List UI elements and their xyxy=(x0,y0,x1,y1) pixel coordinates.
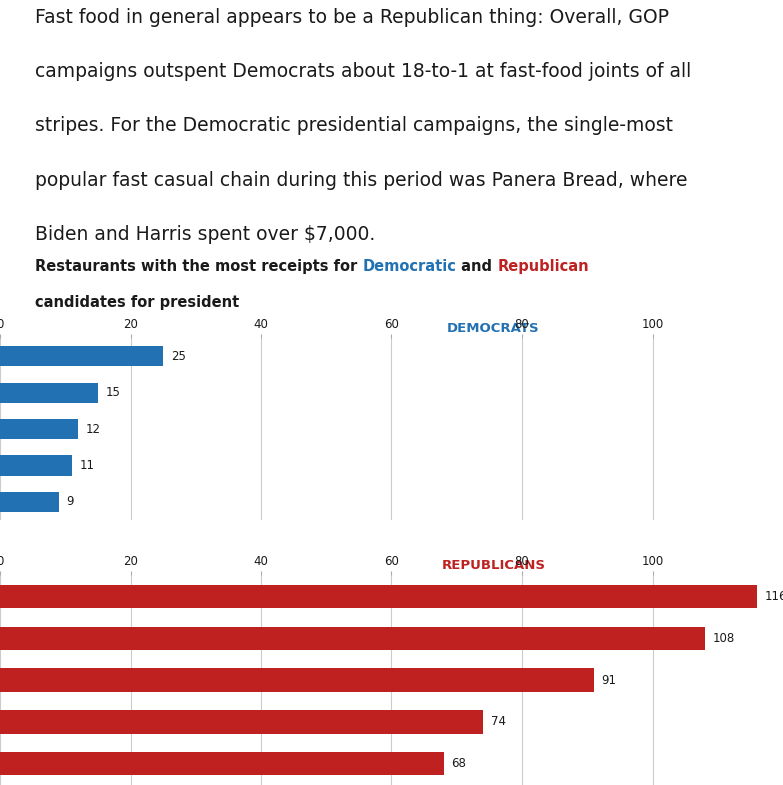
Bar xyxy=(0,455,72,476)
Text: 108: 108 xyxy=(713,632,734,644)
Text: 12: 12 xyxy=(86,422,101,436)
Text: Fast food in general appears to be a Republican thing: Overall, GOP: Fast food in general appears to be a Rep… xyxy=(35,8,669,27)
Text: REPUBLICANS: REPUBLICANS xyxy=(442,560,545,572)
Text: 9: 9 xyxy=(67,495,74,509)
Text: 68: 68 xyxy=(452,758,467,770)
Bar xyxy=(0,752,444,776)
Text: 116: 116 xyxy=(765,590,783,603)
Text: DEMOCRATS: DEMOCRATS xyxy=(447,322,539,335)
Text: candidates for president: candidates for president xyxy=(35,295,240,310)
Text: popular fast casual chain during this period was Panera Bread, where: popular fast casual chain during this pe… xyxy=(35,170,687,190)
Text: Restaurants with the most receipts for: Restaurants with the most receipts for xyxy=(35,259,363,274)
Text: Democratic: Democratic xyxy=(363,259,456,274)
Bar xyxy=(0,626,705,650)
Text: Republican: Republican xyxy=(498,259,590,274)
Bar xyxy=(0,382,98,403)
Text: 91: 91 xyxy=(601,674,616,687)
Text: Biden and Harris spent over $7,000.: Biden and Harris spent over $7,000. xyxy=(35,225,376,244)
Bar xyxy=(0,669,594,692)
Text: 11: 11 xyxy=(80,459,95,472)
Text: 74: 74 xyxy=(491,715,506,728)
Bar xyxy=(0,710,483,733)
Bar xyxy=(0,346,163,366)
Bar xyxy=(0,419,78,439)
Text: 25: 25 xyxy=(171,349,186,363)
Text: stripes. For the Democratic presidential campaigns, the single-most: stripes. For the Democratic presidential… xyxy=(35,116,673,135)
Text: campaigns outspent Democrats about 18-to-1 at fast-food joints of all: campaigns outspent Democrats about 18-to… xyxy=(35,62,691,81)
Bar xyxy=(0,492,59,512)
Text: 15: 15 xyxy=(106,386,121,399)
Bar xyxy=(0,585,757,608)
Text: and: and xyxy=(456,259,498,274)
